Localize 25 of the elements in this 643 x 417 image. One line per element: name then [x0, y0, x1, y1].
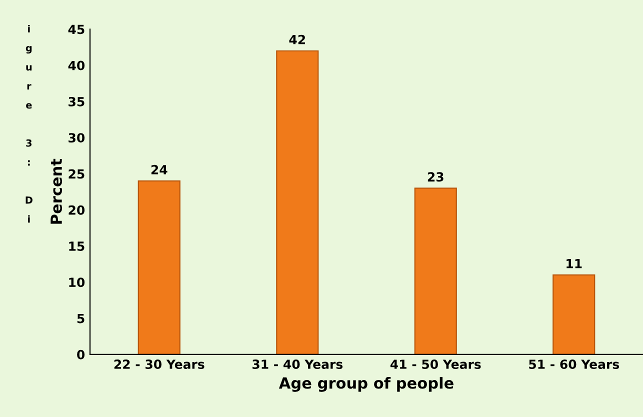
bar [138, 180, 180, 354]
x-axis-title: Age group of people [278, 376, 454, 392]
text: igure 3: Di [26, 25, 32, 223]
y-tick-label: 15 [69, 242, 84, 251]
bar [276, 50, 319, 354]
bar [552, 274, 596, 354]
y-tick-label: 10 [69, 278, 85, 288]
y-tick-label: 45 [68, 24, 84, 34]
data-label: 24 [151, 164, 168, 174]
x-tick-label: 51 - 60 Years [529, 360, 620, 369]
y-tick-label: 25 [68, 169, 84, 179]
y-tick-label: 35 [68, 96, 84, 106]
y-axis-title: Percent [50, 158, 62, 224]
data-label: 42 [289, 34, 305, 44]
y-tick-label: 40 [68, 60, 85, 70]
x-tick-label: 41 - 50 Years [390, 360, 481, 369]
y-tick-label: 0 [77, 350, 85, 360]
y-tick-label: 5 [77, 314, 84, 324]
data-label: 23 [428, 172, 444, 182]
y-tick-label: 20 [68, 205, 85, 215]
y-tick-label: 30 [68, 133, 85, 143]
x-tick-label: 31 - 40 Years [252, 360, 343, 369]
data-label: 11 [566, 259, 582, 268]
x-tick-label: 22 - 30 Years [114, 360, 204, 369]
bar [414, 188, 457, 354]
